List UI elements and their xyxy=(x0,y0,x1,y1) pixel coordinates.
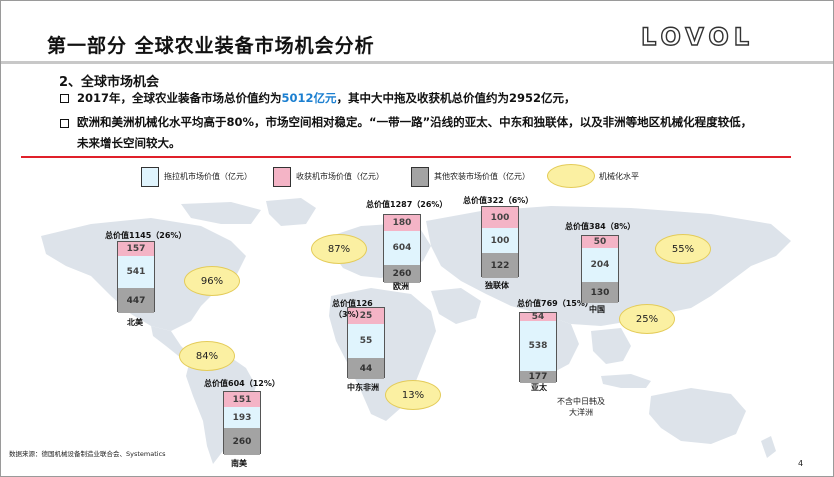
mech-ellipse-china: 55% xyxy=(655,234,711,264)
region-name-china: 中国 xyxy=(589,305,605,314)
legend-swatch-harvester xyxy=(273,167,291,187)
total-label-south-america: 总价值604（12%） xyxy=(204,379,280,388)
bar-mideast-africa: 25 55 44 xyxy=(347,307,385,379)
exclusion-note: 不含中日韩及 大洋洲 xyxy=(557,396,605,418)
bullet-square xyxy=(60,94,69,103)
bullet-2-line-2: 未来增长空间较大。 xyxy=(77,136,181,150)
data-source: 数据来源：德国机械设备制造业联合会、Systematics xyxy=(9,450,166,458)
legend-mechanization-label: 机械化水平 xyxy=(599,172,639,181)
bar-china-tractor-segment: 204 xyxy=(582,248,618,282)
total-label-cis: 总价值322（6%） xyxy=(463,196,534,205)
total-label-europe: 总价值1287（26%） xyxy=(366,200,448,209)
bar-south-america-harvester-segment: 151 xyxy=(224,392,260,407)
region-name-mideast-africa: 中东非洲 xyxy=(347,383,379,392)
bar-cis-harvester-segment: 100 xyxy=(482,207,518,228)
slide-header: 第一部分 全球农业装备市场机会分析 LOVOL xyxy=(1,1,833,59)
bar-china: 50 204 130 xyxy=(581,235,619,303)
bar-mideast-africa-harvester-segment: 25 xyxy=(348,308,384,324)
bar-asia-pacific-other-segment: 177 xyxy=(520,371,556,383)
bar-north-america: 157 541 447 xyxy=(117,241,155,313)
total-label-asia-pacific: 总价值769（15%） xyxy=(517,299,593,308)
bar-north-america-harvester-segment: 157 xyxy=(118,242,154,256)
mech-ellipse-asia-pacific: 25% xyxy=(619,304,675,334)
region-name-south-america: 南美 xyxy=(231,459,247,468)
total-label-china: 总价值384（8%） xyxy=(565,222,636,231)
bullet-1-highlight: 5012亿元 xyxy=(281,91,337,105)
mech-ellipse-south-america: 84% xyxy=(179,341,235,371)
svg-text:LOVOL: LOVOL xyxy=(641,26,754,48)
mech-ellipse-north-america: 96% xyxy=(184,266,240,296)
bar-china-harvester-segment: 50 xyxy=(582,236,618,248)
bar-europe: 180 604 260 xyxy=(383,214,421,283)
page-number: 4 xyxy=(798,459,804,468)
bar-cis: 100 100 122 xyxy=(481,206,519,278)
bar-cis-tractor-segment: 100 xyxy=(482,228,518,253)
legend-harvester-label: 收获机市场价值（亿元） xyxy=(296,172,384,181)
bar-north-america-other-segment: 447 xyxy=(118,288,154,313)
bar-south-america: 151 193 260 xyxy=(223,391,261,455)
red-divider xyxy=(21,156,791,158)
slide-title: 第一部分 全球农业装备市场机会分析 xyxy=(47,35,375,57)
legend-other-label: 其他农装市场价值（亿元） xyxy=(434,172,530,181)
legend-swatch-tractor xyxy=(141,167,159,187)
bar-mideast-africa-other-segment: 44 xyxy=(348,358,384,379)
bar-asia-pacific-tractor-segment: 538 xyxy=(520,321,556,371)
legend-swatch-other xyxy=(411,167,429,187)
header-divider xyxy=(1,61,833,64)
region-name-asia-pacific: 亚太 xyxy=(531,383,547,392)
region-name-europe: 欧洲 xyxy=(393,282,409,291)
total-label-mideast-africa: 总价值126 xyxy=(332,299,373,308)
exclusion-note-line-1: 不含中日韩及 xyxy=(557,397,605,406)
region-name-cis: 独联体 xyxy=(485,281,509,290)
bar-china-other-segment: 130 xyxy=(582,282,618,303)
mech-ellipse-europe: 87% xyxy=(311,234,367,264)
lovol-logo: LOVOL xyxy=(641,26,754,48)
bar-south-america-other-segment: 260 xyxy=(224,428,260,455)
bar-asia-pacific-harvester-segment: 54 xyxy=(520,312,556,322)
mech-ellipse-mideast-africa: 13% xyxy=(385,380,441,410)
section-subtitle: 2、全球市场机会 xyxy=(59,75,160,90)
region-name-north-america: 北美 xyxy=(127,318,143,327)
total-label-mideast-africa-share: （3%） xyxy=(334,310,364,319)
bullet-1-text-b: ，其中大中拖及收获机总价值约为2952亿元， xyxy=(336,91,576,105)
legend-swatch-mechanization xyxy=(547,164,595,188)
bar-europe-tractor-segment: 604 xyxy=(384,231,420,265)
bar-europe-harvester-segment: 180 xyxy=(384,215,420,231)
exclusion-note-line-2: 大洋洲 xyxy=(569,408,593,417)
bar-mideast-africa-tractor-segment: 55 xyxy=(348,324,384,358)
bullet-1-text-a: 2017年，全球农业装备市场总价值约为 xyxy=(77,91,282,105)
bar-north-america-tractor-segment: 541 xyxy=(118,256,154,288)
bar-europe-other-segment: 260 xyxy=(384,265,420,283)
bullet-1: 2017年，全球农业装备市场总价值约为5012亿元，其中大中拖及收获机总价值约为… xyxy=(77,90,576,106)
total-label-north-america: 总价值1145（26%） xyxy=(105,231,187,240)
legend-tractor-label: 拖拉机市场价值（亿元） xyxy=(164,172,252,181)
bar-south-america-tractor-segment: 193 xyxy=(224,407,260,428)
bar-asia-pacific: 54 538 177 xyxy=(519,312,557,383)
bullet-2-line-1: 欧洲和美洲机械化水平均高于80%，市场空间相对稳定。“一带一路”沿线的亚太、中东… xyxy=(77,115,753,129)
bar-cis-other-segment: 122 xyxy=(482,253,518,278)
bullet-square xyxy=(60,119,69,128)
